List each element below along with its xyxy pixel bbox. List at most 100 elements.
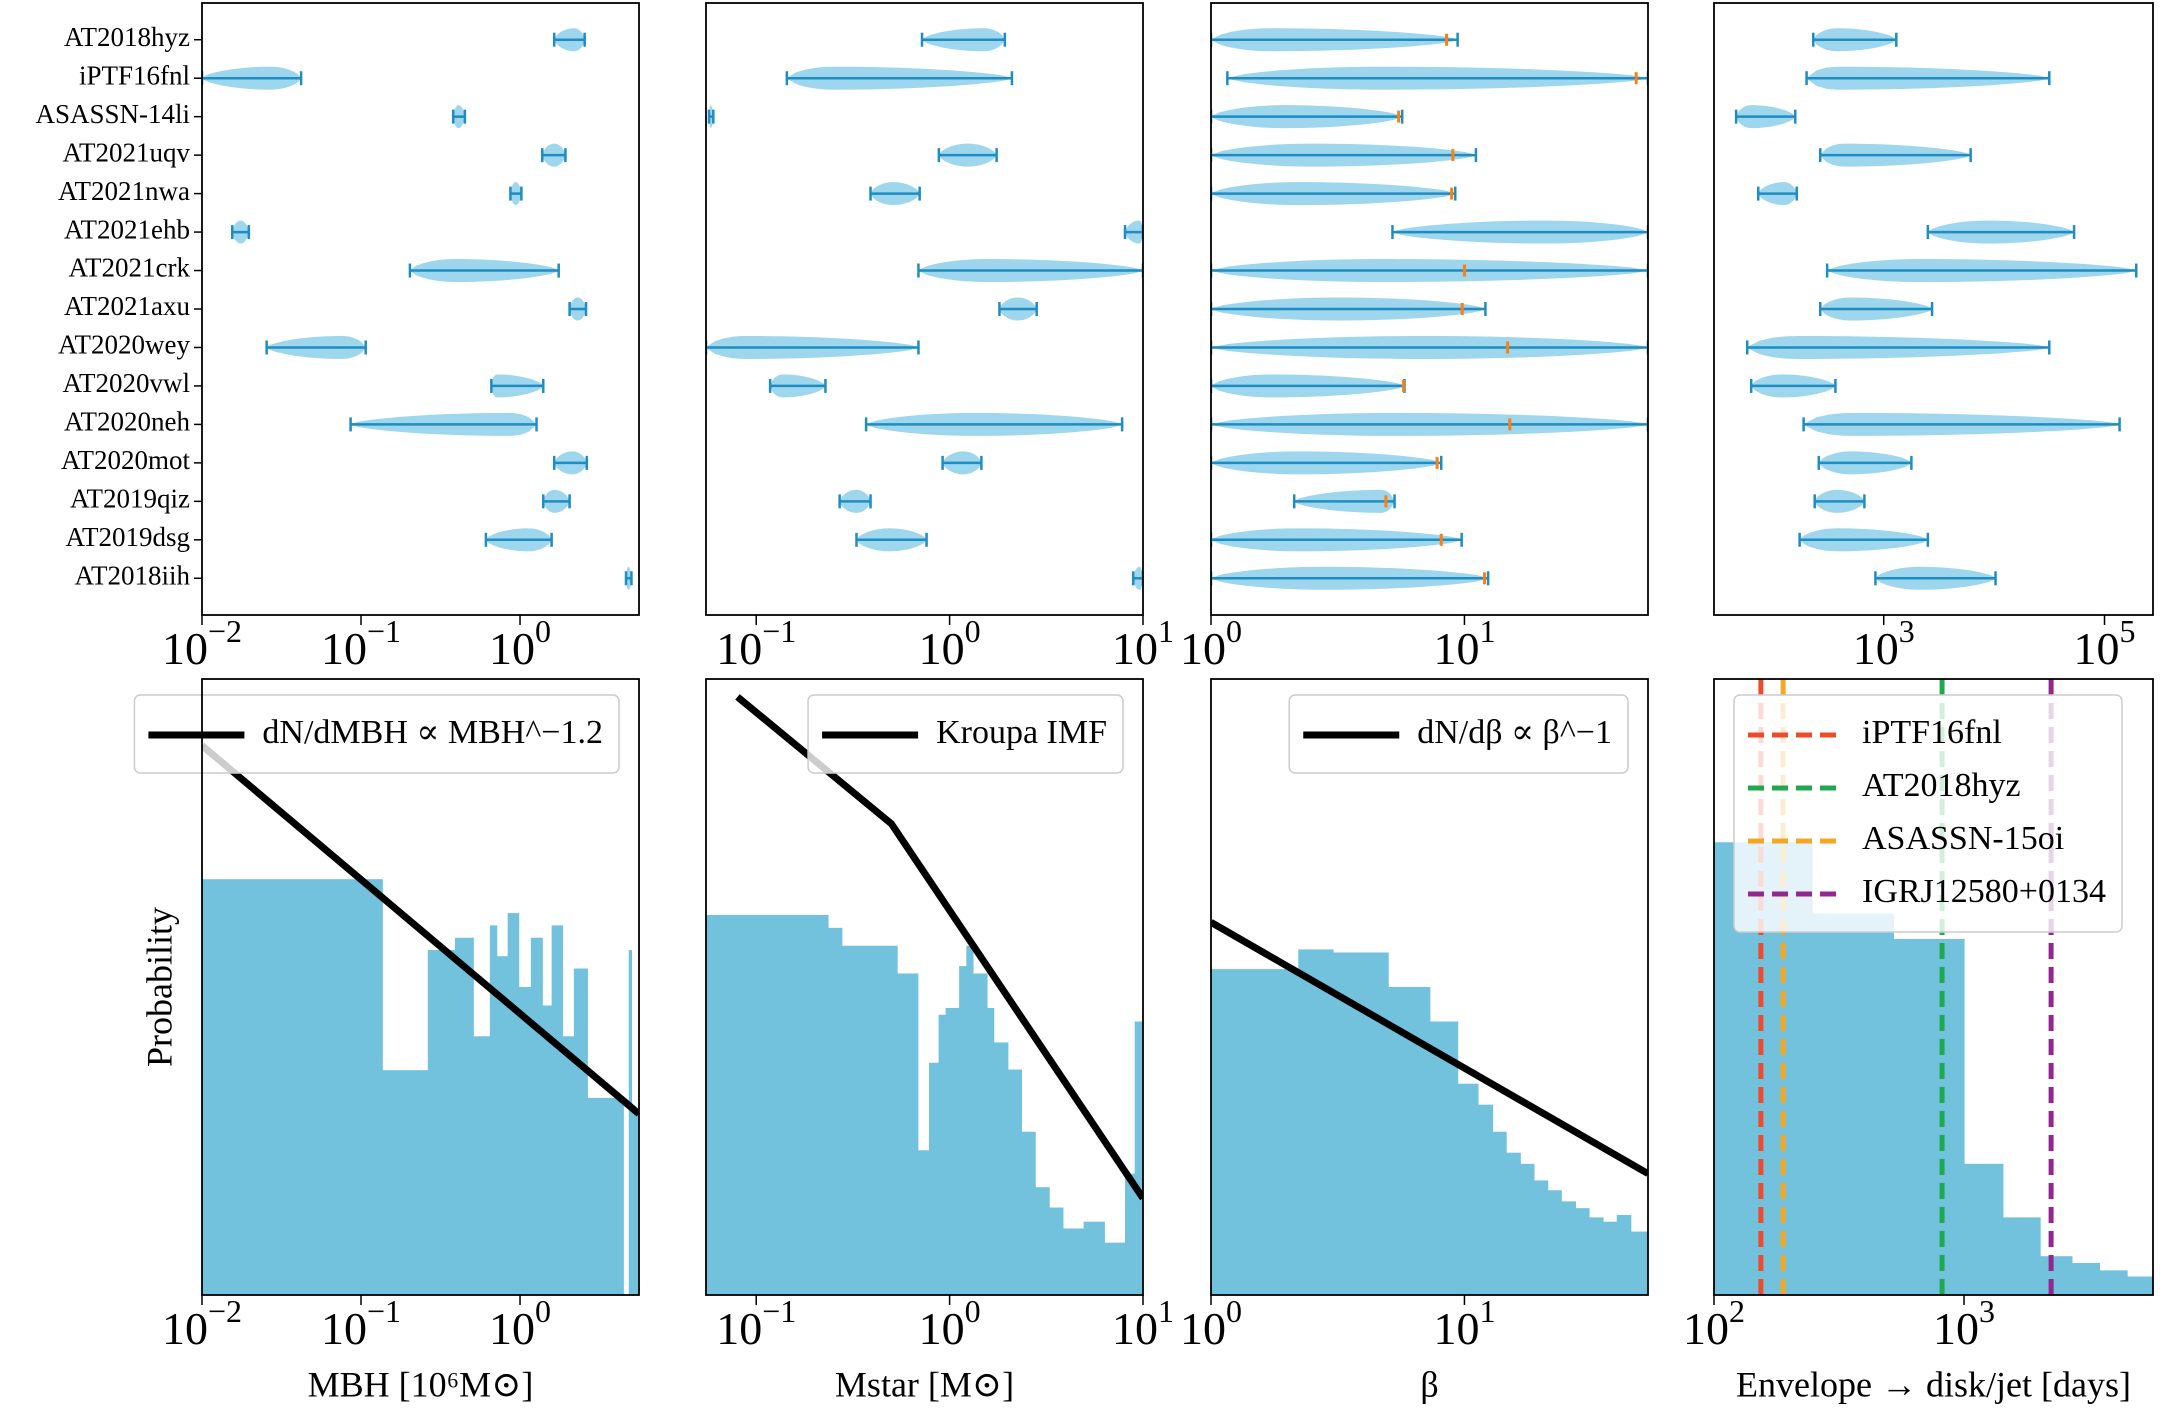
tick-base: 10 [1180, 1303, 1226, 1354]
tick-exponent: −1 [367, 613, 401, 649]
histogram-bar [706, 914, 829, 1295]
histogram-bar [473, 1036, 491, 1295]
legend-label: ASASSN-15oi [1862, 820, 2064, 857]
histogram-bar [631, 1110, 639, 1295]
histogram-bar [945, 1007, 960, 1295]
category-label: AT2018iih [74, 560, 190, 590]
tick-exponent: 2 [1729, 1293, 1745, 1329]
tick-base: 10 [162, 623, 208, 674]
x-tick-label: 10−2 [162, 1293, 242, 1353]
power-law-line [735, 694, 1143, 1201]
histogram-bar [2127, 1276, 2153, 1295]
histogram-bar [1630, 1231, 1648, 1295]
histogram-bar [2040, 1256, 2073, 1295]
tick-base: 10 [489, 623, 535, 674]
histogram-bar [1812, 913, 1895, 1295]
category-label: AT2019qiz [70, 484, 190, 514]
histogram-bar [2071, 1262, 2101, 1295]
histogram-bar [972, 973, 988, 1295]
tick-base: 10 [321, 1303, 367, 1354]
histogram-bar [1547, 1190, 1562, 1295]
histogram-bar [986, 1007, 995, 1295]
x-tick-label: 10−1 [716, 1293, 796, 1353]
legend-label: iPTF16fnl [1862, 714, 2002, 751]
x-tick-label: 101 [1433, 1293, 1495, 1353]
x-tick-label: 103 [1933, 1293, 1995, 1353]
category-label: iPTF16fnl [79, 60, 190, 90]
tick-exponent: 0 [1226, 1293, 1242, 1329]
category-label: AT2021nwa [58, 176, 190, 206]
x-axis-label: MBH [10⁶M⊙] [308, 1364, 534, 1404]
x-tick-label: 10−1 [716, 613, 796, 673]
tick-exponent: −1 [367, 1293, 401, 1329]
category-label: AT2020wey [58, 330, 190, 360]
tick-exponent: 5 [2120, 613, 2136, 649]
histogram-bar [841, 945, 898, 1295]
tick-base: 10 [1433, 623, 1479, 674]
histogram-bar [628, 950, 633, 1295]
histogram-bar [1035, 1187, 1050, 1295]
histogram-bar [507, 913, 520, 1295]
legend-label: dN/dMBH ∝ MBH^−1.2 [262, 714, 603, 751]
x-axis-label: Mstar [M⊙] [835, 1364, 1014, 1404]
histogram-bar [1616, 1214, 1632, 1295]
plot-area [202, 28, 633, 590]
axes-frame [705, 2, 1144, 616]
tick-base: 10 [1933, 1303, 1979, 1354]
legend-box [1288, 694, 1629, 774]
histogram-bar [959, 966, 967, 1295]
axes-frame [1210, 2, 1649, 616]
histogram-bar [542, 1005, 553, 1295]
axes-frame [201, 2, 640, 616]
histogram-bar [1049, 1207, 1064, 1295]
x-axis-label: β [1420, 1364, 1438, 1404]
category-label: AT2018hyz [64, 22, 190, 52]
category-label: AT2020vwl [63, 368, 191, 398]
tick-exponent: 0 [1226, 613, 1242, 649]
legend-label: Kroupa IMF [936, 714, 1107, 751]
histogram-bar [496, 956, 509, 1295]
tick-exponent: 0 [965, 1293, 981, 1329]
legend-box [1733, 694, 2123, 933]
histogram-bar [928, 1062, 940, 1295]
tick-exponent: 1 [1479, 1293, 1495, 1329]
category-label: AT2021axu [64, 291, 190, 321]
histogram-bar [1588, 1217, 1604, 1295]
x-tick-label: 10−2 [162, 613, 242, 673]
histogram-bar [455, 937, 474, 1295]
panel: 10−2 10−1 100AT2018hyziPTF16fnlASASSN-14li… [35, 2, 640, 674]
histogram-bar [1893, 938, 1965, 1295]
x-tick-label: 100 [489, 1293, 551, 1353]
histogram-bar [1457, 1083, 1479, 1295]
tick-exponent: 0 [535, 1293, 551, 1329]
plot-area [1734, 28, 2138, 590]
histogram-bar [1506, 1152, 1521, 1295]
legend-box [133, 694, 620, 774]
x-tick-label: 10−1 [321, 1293, 401, 1353]
histogram-bar [1602, 1221, 1618, 1295]
legend: Kroupa IMF [807, 694, 1124, 774]
x-tick-label: 101 [1112, 613, 1174, 673]
legend-box [807, 694, 1124, 774]
histogram-bar [489, 925, 498, 1295]
axes-frame [705, 678, 1144, 1296]
histogram-bar [1333, 952, 1389, 1295]
histogram-bar [1083, 1221, 1105, 1295]
tick-exponent: 1 [1158, 613, 1174, 649]
category-label: AT2020mot [61, 445, 191, 475]
tick-exponent: 0 [965, 613, 981, 649]
legend-label: IGRJ12580+0134 [1862, 873, 2106, 910]
histogram-bar [562, 1036, 575, 1295]
x-tick-label: 100 [919, 613, 981, 673]
tick-base: 10 [2074, 623, 2120, 674]
tick-base: 10 [919, 1303, 965, 1354]
histogram-bar [202, 879, 383, 1295]
histogram-bar [382, 1070, 429, 1295]
histogram-bar [966, 945, 974, 1295]
tick-base: 10 [162, 1303, 208, 1354]
plot-area [1211, 919, 1648, 1295]
histogram-bar [1561, 1201, 1576, 1295]
